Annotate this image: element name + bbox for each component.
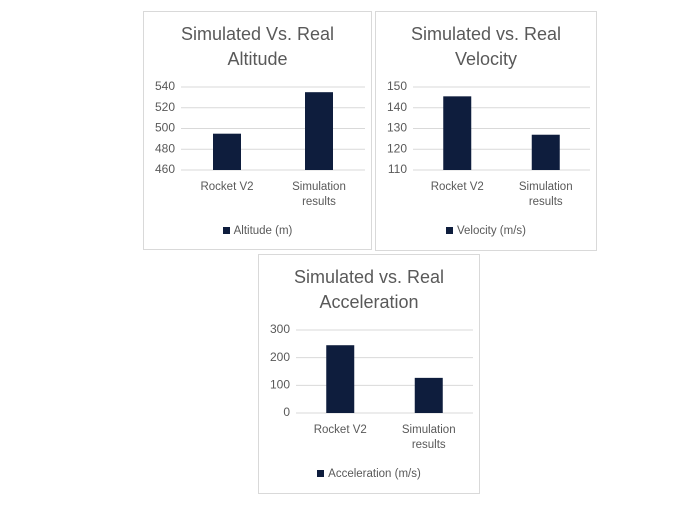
y-tick-label: 110: [388, 162, 407, 176]
y-tick-label: 520: [155, 100, 175, 114]
chart-panel: Simulated Vs. Real Altitude 460 480 500 520 5…: [143, 11, 372, 250]
legend-label: Velocity (m/s): [456, 225, 526, 237]
x-tick-label: Simulation results: [518, 181, 573, 208]
x-tick-label: Rocket V2: [430, 181, 484, 193]
bar: [414, 377, 443, 413]
legend-item: Velocity (m/s): [445, 225, 526, 237]
y-tick-label: 300: [270, 322, 290, 336]
bar: [326, 345, 355, 413]
chart: 110 120 130 140 150: [387, 79, 590, 176]
legend: Altitude (m): [144, 225, 371, 237]
x-tick-label: Rocket V2: [200, 181, 254, 193]
legend-swatch: [222, 227, 230, 234]
legend: Acceleration (m/s): [259, 468, 479, 480]
legend-item: Acceleration (m/s): [317, 468, 421, 480]
x-tick-label: Simulation results: [292, 181, 346, 208]
y-tick-label: 500: [155, 121, 175, 135]
bar: [531, 134, 560, 170]
legend-item: Altitude (m): [222, 225, 293, 237]
chart: 460 480 500 520 540: [155, 79, 365, 176]
y-tick-label: 100: [270, 378, 290, 392]
chart: 0 100 200 300: [270, 322, 473, 419]
bar: [443, 96, 472, 170]
chart-title: Simulated vs. Real Acceleration: [293, 267, 445, 312]
y-tick-label: 130: [387, 121, 407, 135]
bar: [213, 133, 241, 170]
legend: Velocity (m/s): [376, 225, 596, 237]
y-tick-label: 460: [155, 162, 175, 176]
legend-label: Altitude (m): [233, 225, 293, 237]
y-tick-label: 140: [387, 100, 407, 114]
legend-swatch: [445, 227, 453, 234]
y-tick-label: 200: [270, 350, 290, 364]
y-tick-label: 120: [387, 141, 407, 155]
y-tick-label: 540: [155, 79, 175, 93]
legend-swatch: [317, 470, 325, 477]
x-tick-label: Simulation results: [401, 424, 456, 451]
bar: [305, 92, 333, 170]
chart-panel: Simulated vs. Real Velocity 110 120 130 140 1…: [375, 11, 597, 251]
y-tick-label: 0: [283, 405, 290, 419]
x-tick-label: Rocket V2: [313, 424, 367, 436]
chart-panel: Simulated vs. Real Acceleration 0 100 200 30…: [258, 254, 480, 494]
legend-label: Acceleration (m/s): [328, 468, 421, 480]
chart-title: Simulated Vs. Real Altitude: [180, 24, 335, 69]
chart-title: Simulated vs. Real Velocity: [410, 24, 562, 69]
y-tick-label: 480: [155, 141, 175, 155]
y-tick-label: 150: [387, 79, 407, 93]
